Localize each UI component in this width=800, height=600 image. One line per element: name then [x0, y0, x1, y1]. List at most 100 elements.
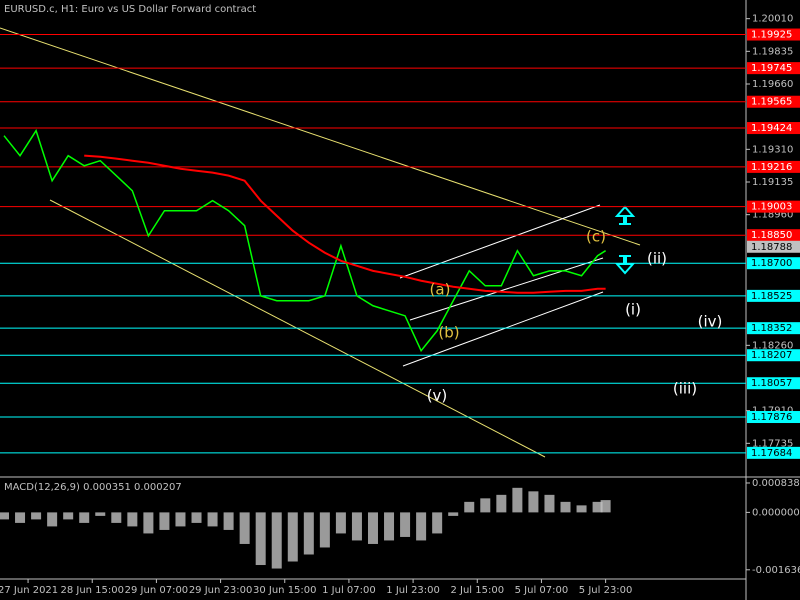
macd-bar — [544, 494, 555, 513]
level-label-bg — [747, 377, 800, 390]
macd-bar — [303, 512, 314, 555]
x-tick-label: 1 Jul 07:00 — [322, 585, 376, 596]
level-label-bg — [747, 322, 800, 335]
level-label: 1.19216 — [751, 162, 792, 173]
macd-bar — [127, 512, 138, 527]
macd-bar — [175, 512, 186, 527]
macd-bar — [448, 512, 459, 516]
x-tick-label: 28 Jun 15:00 — [60, 585, 124, 596]
level-label: 1.19003 — [751, 202, 792, 213]
level-label: 1.19565 — [751, 97, 792, 108]
wave-label: (a) — [430, 281, 451, 299]
macd-bar — [464, 501, 475, 513]
macd-bar — [159, 512, 170, 530]
macd-bar — [31, 512, 42, 520]
macd-bar — [351, 512, 362, 541]
y-tick-label: 0.000000 — [752, 507, 800, 518]
wave-label: (v) — [427, 387, 448, 405]
y-tick-label: 1.18260 — [752, 340, 793, 351]
macd-bar — [223, 512, 234, 530]
macd-bar — [432, 512, 443, 534]
macd-bar — [0, 512, 9, 520]
wave-label: (b) — [438, 324, 459, 342]
x-tick-label: 5 Jul 07:00 — [515, 585, 569, 596]
macd-bar — [367, 512, 378, 544]
macd-bar — [512, 487, 523, 513]
level-label: 1.19424 — [751, 123, 792, 134]
level-label-bg — [747, 122, 800, 135]
macd-bar — [384, 512, 395, 541]
level-label-bg — [747, 62, 800, 75]
price-line — [3, 128, 607, 353]
level-label-bg — [747, 289, 800, 302]
level-label: 1.17684 — [751, 448, 792, 459]
level-label: 1.17876 — [751, 412, 792, 423]
level-label: 1.18850 — [751, 230, 792, 241]
macd-bar — [528, 491, 539, 513]
level-label-bg — [747, 229, 800, 242]
trend-line — [0, 27, 641, 246]
macd-bar — [79, 512, 90, 523]
level-label: 1.18207 — [751, 350, 792, 361]
macd-bar — [255, 512, 266, 566]
macd-bar — [600, 500, 611, 513]
chart-title: EURUSD.c, H1: Euro vs US Dollar Forward … — [4, 4, 256, 15]
macd-bar — [15, 512, 26, 523]
macd-title: MACD(12,26,9) 0.000351 0.000207 — [4, 482, 182, 493]
up-arrow — [614, 205, 636, 225]
y-tick-label: 1.19310 — [752, 144, 793, 155]
macd-bar — [63, 512, 74, 520]
level-label-bg — [747, 200, 800, 213]
level-label: 1.18352 — [751, 323, 792, 334]
macd-bar — [416, 512, 427, 541]
level-label: 1.19925 — [751, 30, 792, 41]
macd-bar — [271, 512, 282, 569]
level-label-bg — [747, 95, 800, 108]
y-tick-label: 0.000838 — [752, 478, 800, 489]
macd-bar — [143, 512, 154, 534]
x-tick-label: 1 Jul 23:00 — [386, 585, 440, 596]
level-label-bg — [747, 349, 800, 362]
level-label: 1.18057 — [751, 378, 792, 389]
channel-line — [409, 257, 604, 321]
current-price-bg — [747, 240, 800, 253]
macd-bar — [207, 512, 218, 527]
wave-label: (c) — [586, 228, 606, 246]
macd-bar — [191, 512, 202, 523]
macd-bar — [480, 498, 491, 513]
y-tick-label: 1.18960 — [752, 210, 793, 221]
level-label-bg — [747, 160, 800, 173]
macd-bar — [111, 512, 122, 523]
level-label: 1.18700 — [751, 258, 792, 269]
x-tick-label: 27 Jun 2021 — [0, 585, 58, 596]
level-label-bg — [747, 257, 800, 270]
level-label-bg — [747, 446, 800, 459]
x-tick-label: 29 Jun 07:00 — [125, 585, 189, 596]
y-tick-label: 1.19835 — [752, 46, 793, 57]
macd-bar — [319, 512, 330, 548]
macd-bar — [576, 505, 587, 513]
channel-line — [402, 291, 604, 367]
level-label-bg — [747, 28, 800, 41]
wave-label: (ii) — [647, 250, 667, 268]
y-tick-label: -0.001636 — [752, 565, 800, 576]
macd-bar — [592, 501, 603, 513]
channel-line — [399, 204, 601, 279]
wave-label: (iv) — [698, 313, 723, 331]
macd-bar — [239, 512, 250, 544]
wave-label: (i) — [625, 301, 641, 319]
x-tick-label: 29 Jun 23:00 — [189, 585, 253, 596]
macd-bar — [400, 512, 411, 537]
y-tick-label: 1.17735 — [752, 438, 793, 449]
macd-bar — [560, 501, 571, 513]
macd-bar — [335, 512, 346, 534]
y-tick-label: 1.20010 — [752, 14, 793, 25]
macd-bar — [287, 512, 298, 562]
down-arrow — [614, 255, 636, 275]
y-tick-label: 1.19660 — [752, 79, 793, 90]
wave-label: (iii) — [673, 380, 697, 398]
macd-bar — [95, 512, 106, 516]
x-tick-label: 2 Jul 15:00 — [450, 585, 504, 596]
x-tick-label: 5 Jul 23:00 — [579, 585, 633, 596]
macd-bar — [47, 512, 58, 527]
